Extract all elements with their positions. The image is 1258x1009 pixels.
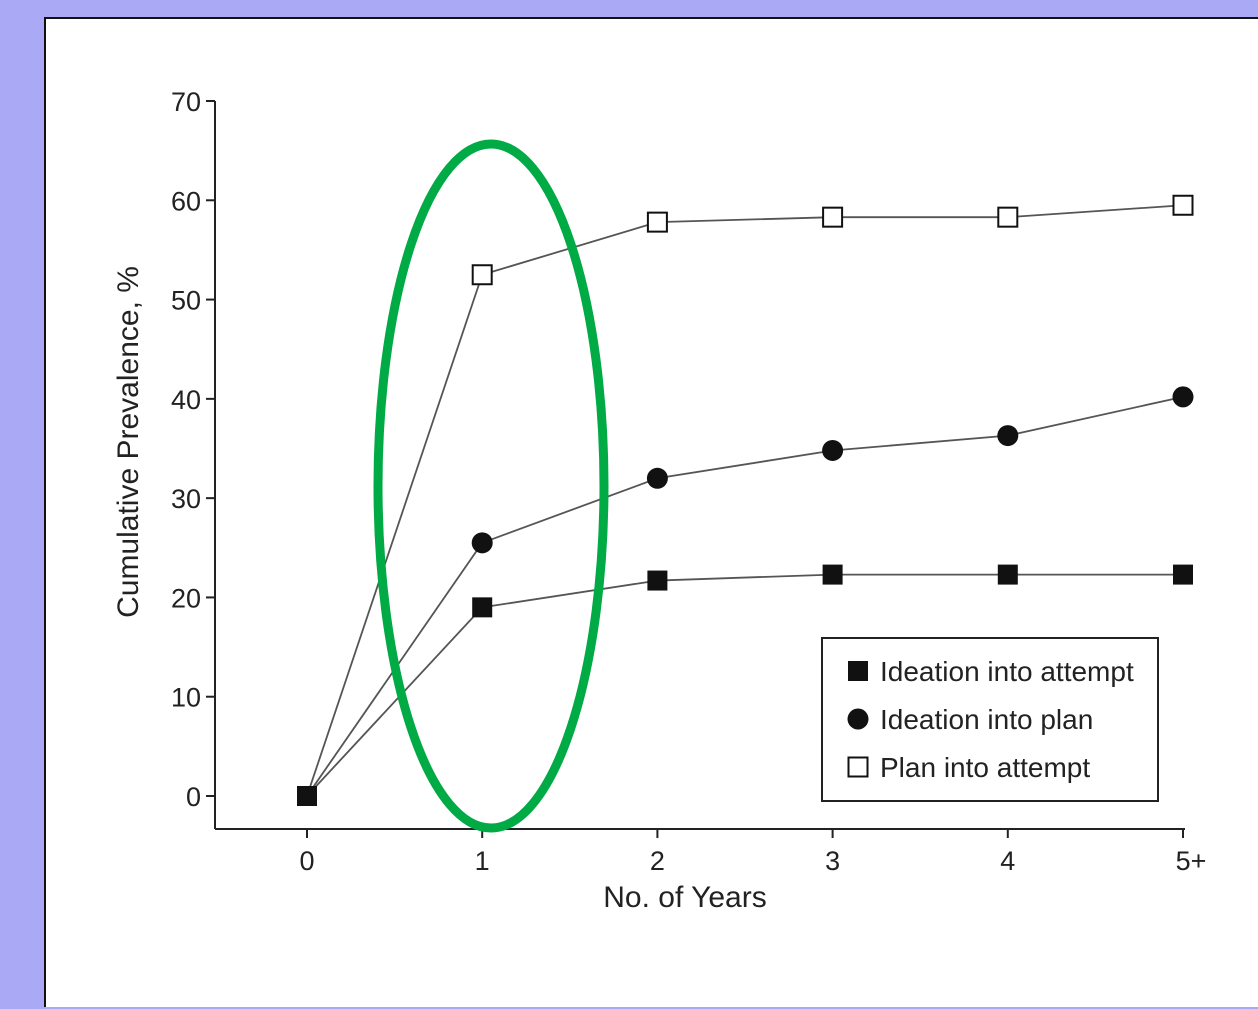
legend-marker <box>847 708 869 730</box>
data-point <box>472 597 493 618</box>
y-tick-label: 50 <box>171 286 201 316</box>
y-tick-label: 40 <box>171 385 201 415</box>
x-tick-label: 4 <box>1000 846 1015 876</box>
x-tick-label: 5+ <box>1176 846 1207 876</box>
legend-item: Plan into attempt <box>847 752 1090 783</box>
series-ideation-into-plan <box>306 395 1184 797</box>
legend: Ideation into attempt Ideation into plan P… <box>821 637 1159 802</box>
x-axis-title: No. of Years <box>603 881 766 914</box>
series-ideation-into-attempt <box>306 573 1183 797</box>
y-axis-title: Cumulative Prevalence, % <box>112 266 145 618</box>
data-point <box>647 570 668 591</box>
data-point <box>822 564 843 585</box>
x-tick-label: 0 <box>299 846 314 876</box>
legend-label: Plan into attempt <box>880 752 1090 783</box>
data-point <box>1172 386 1194 408</box>
y-tick-label: 30 <box>171 484 201 514</box>
legend-label: Ideation into plan <box>880 704 1093 735</box>
x-tick-label: 2 <box>650 846 665 876</box>
chart-panel: 0 10 20 30 40 50 60 70 0 1 2 3 4 5+ No. of Years Cumula… <box>44 17 1258 1007</box>
series-layer <box>297 194 1194 806</box>
legend-box <box>821 637 1159 802</box>
legend-marker <box>848 661 868 681</box>
x-tick-label: 3 <box>825 846 840 876</box>
data-point <box>997 564 1018 585</box>
series-markers-plan-into-attempt <box>471 194 1194 286</box>
data-point <box>1173 564 1193 585</box>
annotation-layer <box>373 139 609 833</box>
y-tick-label: 20 <box>171 583 201 613</box>
x-tick-label: 1 <box>475 846 490 876</box>
legend-marker <box>847 756 869 778</box>
series-markers-ideation-into-plan <box>471 386 1194 554</box>
data-point <box>997 206 1019 228</box>
y-tick-label: 0 <box>186 782 201 812</box>
series-line <box>306 395 1184 797</box>
data-point <box>646 467 668 489</box>
data-point <box>822 206 844 228</box>
axes: 0 10 20 30 40 50 60 70 0 1 2 3 4 5+ No. of Years Cumula… <box>112 87 1206 914</box>
data-point <box>646 211 668 233</box>
data-point <box>471 264 493 286</box>
series-markers-ideation-into-attempt <box>472 564 1193 618</box>
y-tick-label: 10 <box>171 683 201 713</box>
legend-label: Ideation into attempt <box>880 656 1134 687</box>
series-line <box>306 204 1184 797</box>
legend-item: Ideation into plan <box>847 704 1093 735</box>
legend-item: Ideation into attempt <box>848 656 1134 687</box>
series-line <box>306 573 1183 797</box>
y-tick-label: 60 <box>171 186 201 216</box>
data-point <box>1172 194 1194 216</box>
origin-point <box>297 786 317 806</box>
data-point <box>822 439 844 461</box>
data-point <box>997 425 1019 447</box>
data-point <box>471 532 493 554</box>
series-plan-into-attempt <box>306 204 1184 797</box>
y-tick-label: 70 <box>171 87 201 117</box>
highlight-ellipse <box>373 139 609 833</box>
line-chart: 0 10 20 30 40 50 60 70 0 1 2 3 4 5+ No. of Years Cumula… <box>112 87 1206 914</box>
